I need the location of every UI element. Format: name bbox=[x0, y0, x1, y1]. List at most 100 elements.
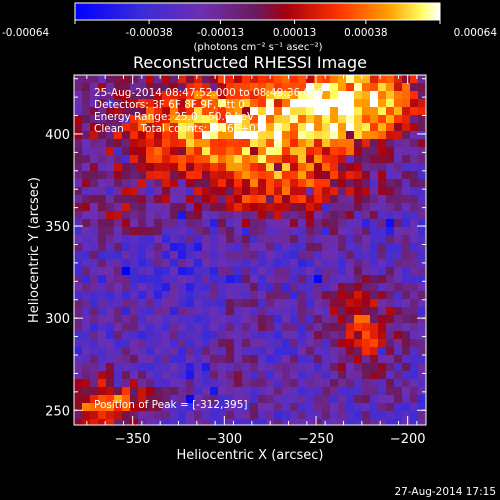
heatmap-cell bbox=[378, 323, 387, 332]
heatmap-cell bbox=[258, 91, 267, 100]
heatmap-cell bbox=[378, 267, 387, 276]
heatmap-cell bbox=[258, 211, 267, 220]
heatmap-cell bbox=[90, 195, 99, 204]
heatmap-cell bbox=[346, 363, 355, 372]
heatmap-cell bbox=[90, 387, 99, 396]
heatmap-cell bbox=[386, 203, 395, 212]
heatmap-cell bbox=[138, 363, 147, 372]
heatmap-cell bbox=[202, 107, 211, 116]
heatmap-cell bbox=[298, 123, 307, 132]
heatmap-cell bbox=[266, 235, 275, 244]
heatmap-cell bbox=[338, 99, 347, 108]
heatmap-cell bbox=[410, 419, 419, 425]
heatmap-cell bbox=[170, 123, 179, 132]
heatmap-cell bbox=[202, 267, 211, 276]
heatmap-cell bbox=[194, 227, 203, 236]
heatmap-cell bbox=[234, 139, 243, 148]
heatmap-cell bbox=[394, 163, 403, 172]
heatmap-cell bbox=[218, 339, 227, 348]
heatmap-cell bbox=[354, 251, 363, 260]
heatmap-cell bbox=[274, 363, 283, 372]
heatmap-cell bbox=[346, 187, 355, 196]
heatmap-cell bbox=[98, 251, 107, 260]
heatmap-cell bbox=[154, 227, 163, 236]
heatmap-cell bbox=[274, 211, 283, 220]
heatmap-cell bbox=[242, 339, 251, 348]
heatmap-cell bbox=[90, 91, 99, 100]
heatmap-cell bbox=[282, 163, 291, 172]
heatmap-cell bbox=[386, 131, 395, 140]
heatmap-cell bbox=[98, 179, 107, 188]
heatmap-cell bbox=[338, 387, 347, 396]
heatmap-cell bbox=[282, 219, 291, 228]
heatmap-cell bbox=[218, 251, 227, 260]
heatmap-cell bbox=[362, 411, 371, 420]
heatmap-cell bbox=[266, 131, 275, 140]
heatmap-cell bbox=[114, 315, 123, 324]
heatmap-cell bbox=[402, 379, 411, 388]
heatmap-cell bbox=[114, 395, 123, 404]
heatmap-cell bbox=[138, 395, 147, 404]
heatmap-cell bbox=[314, 195, 323, 204]
heatmap-cell bbox=[122, 227, 131, 236]
heatmap-cell bbox=[154, 259, 163, 268]
heatmap-cell bbox=[130, 379, 139, 388]
heatmap-cell bbox=[338, 147, 347, 156]
heatmap-cell bbox=[146, 75, 155, 84]
heatmap-cell bbox=[162, 395, 171, 404]
heatmap-cell bbox=[98, 315, 107, 324]
heatmap-cell bbox=[330, 187, 339, 196]
heatmap-cell bbox=[258, 75, 267, 84]
heatmap-cell bbox=[402, 395, 411, 404]
heatmap-cell bbox=[90, 171, 99, 180]
heatmap-cell bbox=[378, 275, 387, 284]
heatmap-cell bbox=[346, 211, 355, 220]
heatmap-cell bbox=[186, 131, 195, 140]
heatmap-cell bbox=[226, 179, 235, 188]
heatmap-cell bbox=[154, 195, 163, 204]
heatmap-cell bbox=[138, 299, 147, 308]
peak-position-text: Position of Peak = [-312,395] bbox=[94, 399, 248, 411]
heatmap-cell bbox=[394, 283, 403, 292]
heatmap-cell bbox=[242, 83, 251, 92]
heatmap-cell bbox=[106, 171, 115, 180]
heatmap-cell bbox=[122, 419, 131, 425]
heatmap-cell bbox=[370, 107, 379, 116]
heatmap-cell bbox=[282, 371, 291, 380]
heatmap-cell bbox=[274, 147, 283, 156]
heatmap-cell bbox=[370, 411, 379, 420]
heatmap-cell bbox=[274, 219, 283, 228]
heatmap-cell bbox=[346, 387, 355, 396]
heatmap-cell bbox=[330, 419, 339, 425]
heatmap-cell bbox=[194, 347, 203, 356]
heatmap-cell bbox=[186, 83, 195, 92]
heatmap-cell bbox=[242, 395, 251, 404]
heatmap-cell bbox=[242, 227, 251, 236]
heatmap-cell bbox=[282, 291, 291, 300]
heatmap-cell bbox=[402, 299, 411, 308]
heatmap-cell bbox=[386, 195, 395, 204]
heatmap-cell bbox=[202, 163, 211, 172]
heatmap-cell bbox=[170, 291, 179, 300]
heatmap-cell bbox=[274, 195, 283, 204]
heatmap-cell bbox=[362, 395, 371, 404]
heatmap-cell bbox=[338, 187, 347, 196]
heatmap-cell bbox=[122, 83, 131, 92]
heatmap-cell bbox=[194, 211, 203, 220]
heatmap-cell bbox=[82, 371, 91, 380]
heatmap-cell bbox=[378, 115, 387, 124]
heatmap-cell bbox=[194, 299, 203, 308]
heatmap-cell bbox=[314, 115, 323, 124]
heatmap-cell bbox=[410, 147, 419, 156]
heatmap-cell bbox=[370, 83, 379, 92]
heatmap-cell bbox=[122, 251, 131, 260]
heatmap-cell bbox=[298, 411, 307, 420]
heatmap-cell bbox=[90, 419, 99, 425]
heatmap-cell bbox=[114, 123, 123, 132]
heatmap-cell bbox=[202, 347, 211, 356]
heatmap-cell bbox=[146, 419, 155, 425]
heatmap-cell bbox=[298, 179, 307, 188]
heatmap-cell bbox=[394, 75, 403, 84]
